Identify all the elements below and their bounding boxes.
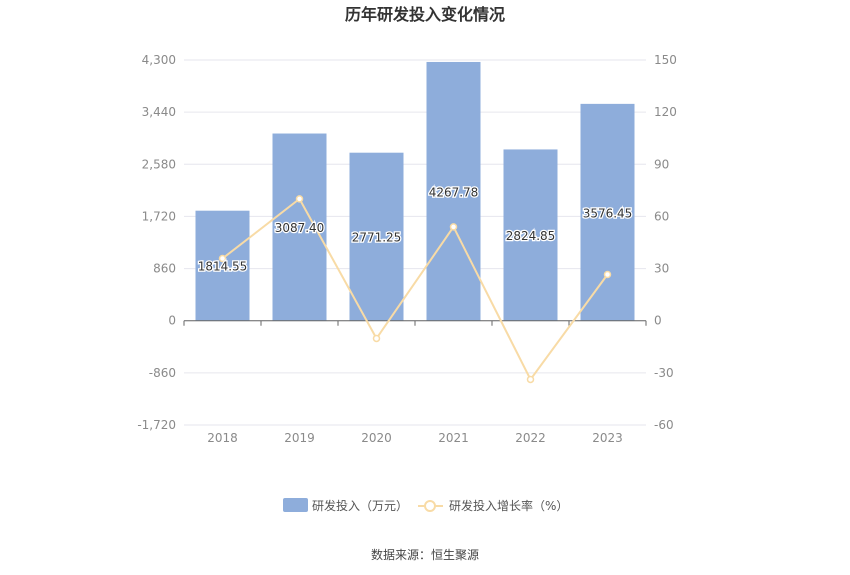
x-axis-tick-label: 2018 bbox=[207, 431, 238, 445]
legend-swatch-line-marker bbox=[424, 500, 436, 512]
bar-data-label: 2771.25 bbox=[352, 231, 402, 245]
source-note: 数据来源：恒生聚源 bbox=[371, 547, 479, 562]
bar-data-label: 2824.85 bbox=[506, 229, 556, 243]
x-axis-tick-label: 2021 bbox=[438, 431, 469, 445]
right-axis-tick-label: 0 bbox=[654, 314, 662, 328]
left-axis-tick-label: 1,720 bbox=[142, 209, 176, 223]
right-axis-tick-labels: -60 -30 0 30 60 90 120 150 bbox=[654, 53, 677, 432]
right-axis-tick-label: 60 bbox=[654, 209, 669, 223]
growth-rate-point-2019 bbox=[295, 195, 304, 203]
x-axis-tick-labels: 2018 2019 2020 2021 2022 2023 bbox=[207, 431, 623, 445]
legend-swatch-bar bbox=[283, 498, 308, 512]
bar-data-label: 3576.45 bbox=[583, 206, 633, 220]
right-axis-tick-label: 90 bbox=[654, 157, 669, 171]
legend-label-line: 研发投入增长率（%） bbox=[449, 498, 568, 513]
growth-rate-point-2023 bbox=[603, 270, 612, 279]
growth-rate-point-2021 bbox=[449, 223, 458, 231]
bar-data-label: 1814.55 bbox=[198, 260, 248, 274]
x-axis-tick-label: 2019 bbox=[284, 431, 315, 445]
bar-2023 bbox=[580, 103, 635, 321]
gridlines bbox=[184, 59, 646, 426]
legend-label-bar: 研发投入（万元） bbox=[312, 498, 408, 513]
bar-series bbox=[195, 61, 635, 321]
left-axis-tick-label: 3,440 bbox=[142, 105, 176, 119]
line-series bbox=[218, 195, 612, 384]
bar-2021 bbox=[426, 61, 481, 321]
left-axis-tick-labels: -1,720 -860 0 860 1,720 2,580 3,440 4,300 bbox=[137, 53, 176, 432]
x-axis-tick-label: 2020 bbox=[361, 431, 392, 445]
bar-2019 bbox=[272, 133, 327, 321]
x-axis-tick-label: 2022 bbox=[515, 431, 546, 445]
x-axis-tick-label: 2023 bbox=[592, 431, 623, 445]
left-axis-tick-label: 860 bbox=[153, 262, 176, 276]
bar-data-label: 3087.40 bbox=[275, 221, 325, 235]
growth-rate-point-2020 bbox=[372, 334, 381, 343]
left-axis-tick-label: -1,720 bbox=[137, 418, 176, 432]
left-axis-tick-label: -860 bbox=[149, 366, 176, 380]
bar-2018 bbox=[195, 210, 250, 321]
x-axis-ticks bbox=[183, 320, 647, 326]
bar-2020 bbox=[349, 152, 404, 321]
left-axis-tick-label: 0 bbox=[168, 314, 176, 328]
bar-data-label: 4267.78 bbox=[429, 185, 479, 199]
growth-rate-line bbox=[221, 197, 609, 382]
growth-rate-point-2022 bbox=[526, 375, 535, 384]
right-axis-tick-label: -30 bbox=[654, 366, 674, 380]
left-axis-tick-label: 4,300 bbox=[142, 53, 176, 67]
right-axis-tick-label: -60 bbox=[654, 418, 674, 432]
right-axis-tick-label: 120 bbox=[654, 105, 677, 119]
right-axis-tick-label: 30 bbox=[654, 262, 669, 276]
left-axis-tick-label: 2,580 bbox=[142, 157, 176, 171]
chart-title: 历年研发投入变化情况 bbox=[345, 5, 505, 24]
growth-rate-point-2018 bbox=[218, 254, 227, 263]
legend[interactable]: 研发投入（万元） 研发投入增长率（%） bbox=[283, 498, 568, 513]
bar-2022 bbox=[503, 149, 558, 321]
right-axis-tick-label: 150 bbox=[654, 53, 677, 67]
bar-data-labels: 1814.55 3087.40 2771.25 4267.78 2824.85 3576.… bbox=[196, 184, 633, 275]
